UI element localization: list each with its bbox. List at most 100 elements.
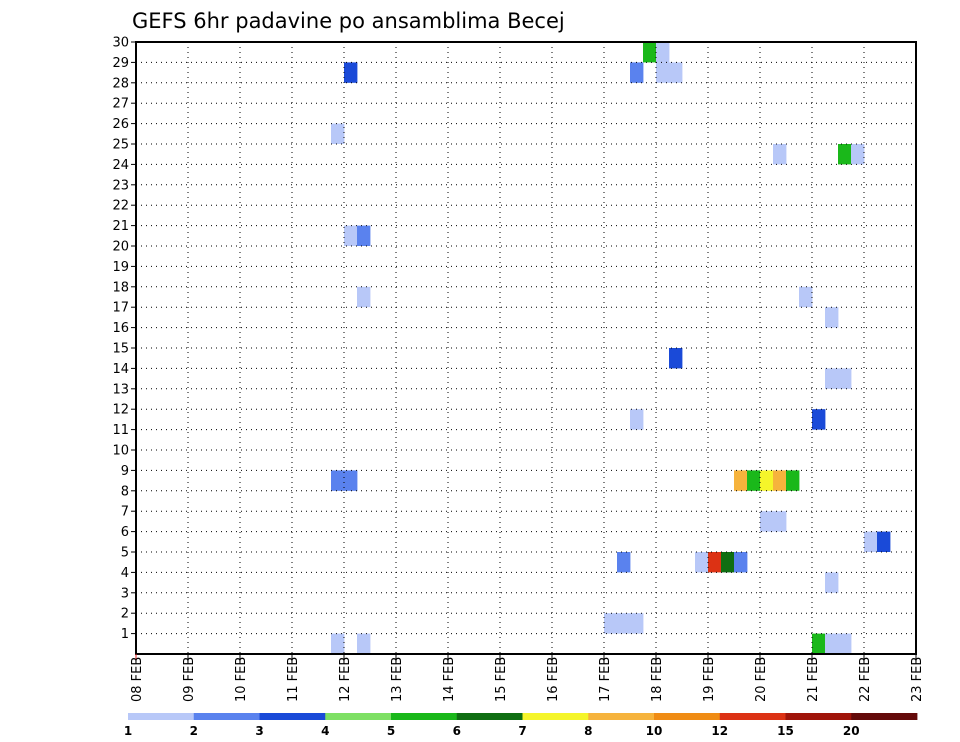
colorbar-label: 4	[321, 724, 329, 738]
y-tick-label: 30	[112, 36, 129, 51]
x-tick-label: 16 FEB	[546, 657, 561, 702]
y-tick-label: 26	[112, 117, 129, 132]
colorbar-swatch	[259, 713, 326, 720]
precip-cell	[734, 552, 748, 573]
x-tick-label: 09 FEB	[182, 657, 197, 702]
y-tick-label: 16	[112, 321, 129, 336]
x-tick-label: 20 FEB	[754, 657, 769, 702]
x-tick-label: 10 FEB	[234, 657, 249, 702]
precip-cell	[721, 552, 735, 573]
y-tick-label: 20	[112, 240, 129, 255]
y-tick-label: 12	[112, 403, 129, 418]
y-tick-label: 11	[112, 423, 129, 438]
colorbar-swatch	[785, 713, 852, 720]
precip-cell	[344, 225, 358, 246]
colorbar-swatch	[851, 713, 918, 720]
precip-cell	[604, 613, 618, 634]
precip-cell	[786, 470, 800, 491]
precip-cell	[851, 144, 865, 165]
colorbar-swatch	[325, 713, 392, 720]
y-tick-label: 19	[112, 260, 129, 275]
precip-cell	[617, 613, 631, 634]
colorbar-label: 12	[711, 724, 728, 738]
colorbar-label: 5	[387, 724, 395, 738]
colorbar-swatch	[522, 713, 589, 720]
precip-cell	[825, 307, 839, 328]
x-tick-label: 18 FEB	[650, 657, 665, 702]
colorbar-swatch	[128, 713, 195, 720]
y-tick-label: 10	[112, 444, 129, 459]
x-tick-label: 17 FEB	[598, 657, 613, 702]
cells-layer	[331, 42, 891, 654]
grid-layer	[136, 42, 916, 654]
precip-cell	[331, 470, 345, 491]
y-tick-label: 8	[121, 484, 129, 499]
precip-cell	[825, 368, 839, 389]
precip-cell	[669, 348, 683, 369]
y-tick-label: 5	[121, 546, 129, 561]
y-tick-label: 9	[121, 464, 129, 479]
y-tick-label: 2	[121, 607, 129, 622]
precip-cell	[630, 409, 644, 430]
precip-cell	[331, 633, 345, 654]
precip-cell	[760, 470, 774, 491]
precip-cell	[630, 62, 644, 83]
y-tick-label: 13	[112, 382, 129, 397]
colorbar-label: 7	[518, 724, 526, 738]
colorbar-swatch	[193, 713, 260, 720]
precip-cell	[331, 123, 345, 144]
y-axis: 1234567891011121314151617181920212223242…	[112, 36, 136, 642]
y-tick-label: 14	[112, 362, 129, 377]
y-tick-label: 17	[112, 301, 129, 316]
x-tick-label: 15 FEB	[494, 657, 509, 702]
y-tick-label: 6	[121, 525, 129, 540]
colorbar-label: 10	[646, 724, 663, 738]
precip-cell	[877, 531, 891, 552]
y-tick-label: 21	[112, 219, 129, 234]
precip-cell	[773, 511, 787, 532]
precip-cell	[357, 633, 371, 654]
x-tick-label: 19 FEB	[702, 657, 717, 702]
precip-cell	[344, 470, 358, 491]
precip-cell	[773, 470, 787, 491]
x-axis: 08 FEB 09 FEB 10 FEB 11 FEB 12 FEB 13 FEB 14 F…	[130, 654, 925, 702]
precip-cell	[357, 286, 371, 308]
colorbar-swatch	[719, 713, 786, 720]
x-tick-label: 12 FEB	[338, 657, 353, 702]
precip-cell	[643, 42, 657, 63]
chart-title: GEFS 6hr padavine po ansamblima Becej	[132, 9, 565, 33]
colorbar-swatch	[456, 713, 523, 720]
precip-cell	[669, 62, 683, 83]
precip-cell	[864, 531, 878, 552]
x-tick-label: 13 FEB	[390, 657, 405, 702]
colorbar-swatch	[654, 713, 721, 720]
x-tick-label: 08 FEB	[130, 657, 145, 702]
y-tick-label: 25	[112, 138, 129, 153]
colorbar-swatch	[588, 713, 655, 720]
precip-cell	[825, 572, 839, 593]
y-tick-label: 4	[121, 566, 129, 581]
y-tick-label: 3	[121, 586, 129, 601]
precip-cell	[812, 633, 826, 654]
precip-cell	[656, 42, 670, 63]
y-tick-label: 18	[112, 280, 129, 295]
precip-cell	[760, 511, 774, 532]
precip-cell	[747, 470, 761, 491]
precip-cell	[799, 286, 813, 308]
y-tick-label: 15	[112, 342, 129, 357]
x-tick-label: 14 FEB	[442, 657, 457, 702]
colorbar-label: 2	[190, 724, 198, 738]
precip-cell	[708, 552, 722, 573]
y-tick-label: 28	[112, 76, 129, 91]
precip-cell	[773, 144, 787, 165]
y-tick-label: 27	[112, 97, 129, 112]
precip-cell	[617, 552, 631, 573]
y-tick-label: 29	[112, 56, 129, 71]
y-tick-label: 23	[112, 178, 129, 193]
y-tick-label: 22	[112, 199, 129, 214]
colorbar-label: 20	[843, 724, 860, 738]
precip-cell	[825, 633, 839, 654]
colorbar-swatch	[391, 713, 458, 720]
precip-cell	[630, 613, 644, 634]
